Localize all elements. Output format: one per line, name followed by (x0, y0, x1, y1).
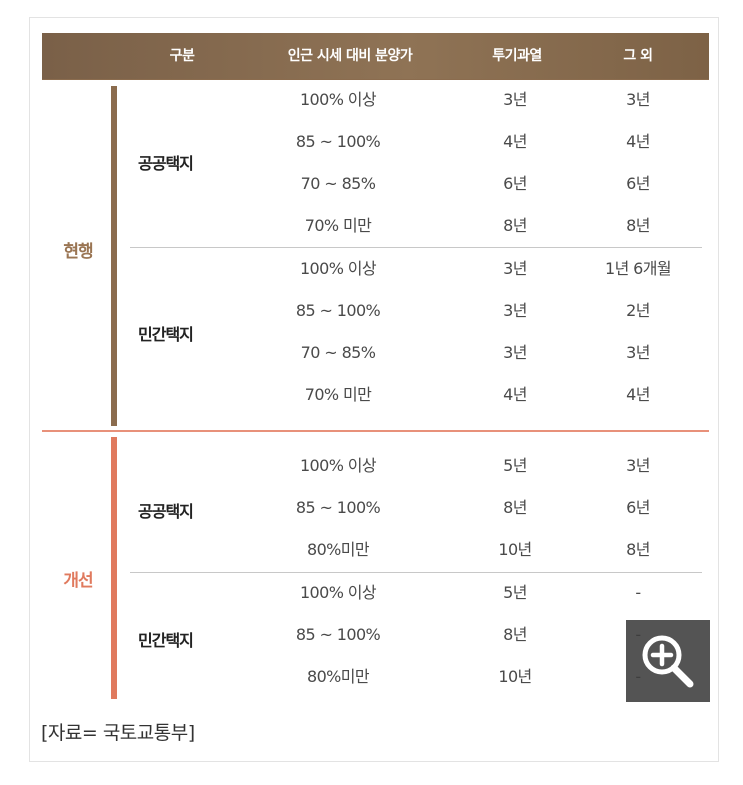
header-speculative-zone: 투기과열 (492, 48, 542, 64)
cell-other: 3년 (626, 90, 650, 109)
cell-range: 85 ~ 100% (295, 498, 381, 517)
zoom-in-icon (642, 635, 694, 688)
cell-speculative: 3년 (503, 90, 527, 109)
cell-other: - (635, 583, 641, 602)
cell-range: 100% 이상 (299, 90, 377, 109)
cell-speculative: 8년 (503, 498, 527, 517)
cell-other: 4년 (626, 132, 650, 151)
image-frame (29, 17, 719, 762)
group-bar-current (111, 86, 117, 426)
cell-range: 70% 미만 (304, 385, 372, 404)
group-label-improved: 개선 (63, 571, 93, 591)
cell-range: 70 ~ 85% (300, 343, 376, 362)
cell-range: 85 ~ 100% (295, 625, 381, 644)
cell-other: 6년 (626, 498, 650, 517)
zoom-button[interactable] (626, 620, 710, 702)
cell-range: 85 ~ 100% (295, 301, 381, 320)
category-public-land: 공공택지 (138, 154, 194, 173)
cell-speculative: 3년 (503, 259, 527, 278)
cell-other: 8년 (626, 540, 650, 559)
header-price-range: 인근 시세 대비 분양가 (287, 48, 413, 64)
cell-range: 80%미만 (306, 540, 370, 559)
cell-other: 8년 (626, 216, 650, 235)
cell-other: 6년 (626, 174, 650, 193)
cell-other: 4년 (626, 385, 650, 404)
section-divider (130, 572, 702, 573)
cell-speculative: 6년 (503, 174, 527, 193)
header-other: 그 외 (623, 48, 653, 64)
cell-range: 80%미만 (306, 667, 370, 686)
group-label-current: 현행 (63, 242, 93, 262)
cell-range: 70% 미만 (304, 216, 372, 235)
source-caption: [자료= 국토교통부] (41, 722, 195, 744)
cell-speculative: 4년 (503, 385, 527, 404)
cell-range: 85 ~ 100% (295, 132, 381, 151)
cell-speculative: 5년 (503, 456, 527, 475)
cell-range: 70 ~ 85% (300, 174, 376, 193)
category-public-land: 공공택지 (138, 502, 194, 521)
cell-other: 1년 6개월 (604, 259, 672, 278)
cell-other: 3년 (626, 343, 650, 362)
section-divider (130, 247, 702, 248)
category-private-land: 민간택지 (138, 631, 194, 650)
header-bottom-line (42, 79, 709, 80)
table-header: 구분 인근 시세 대비 분양가 투기과열 그 외 (42, 33, 709, 79)
category-private-land: 민간택지 (138, 325, 194, 344)
cell-speculative: 5년 (503, 583, 527, 602)
cell-range: 100% 이상 (299, 456, 377, 475)
cell-speculative: 8년 (503, 216, 527, 235)
group-divider (42, 430, 709, 432)
cell-speculative: 10년 (498, 540, 532, 559)
cell-speculative: 8년 (503, 625, 527, 644)
cell-speculative: 4년 (503, 132, 527, 151)
cell-speculative: 10년 (498, 667, 532, 686)
header-category: 구분 (169, 48, 195, 64)
cell-range: 100% 이상 (299, 583, 377, 602)
cell-other: 3년 (626, 456, 650, 475)
group-bar-improved (111, 437, 117, 699)
cell-speculative: 3년 (503, 301, 527, 320)
cell-speculative: 3년 (503, 343, 527, 362)
cell-range: 100% 이상 (299, 259, 377, 278)
cell-other: 2년 (626, 301, 650, 320)
